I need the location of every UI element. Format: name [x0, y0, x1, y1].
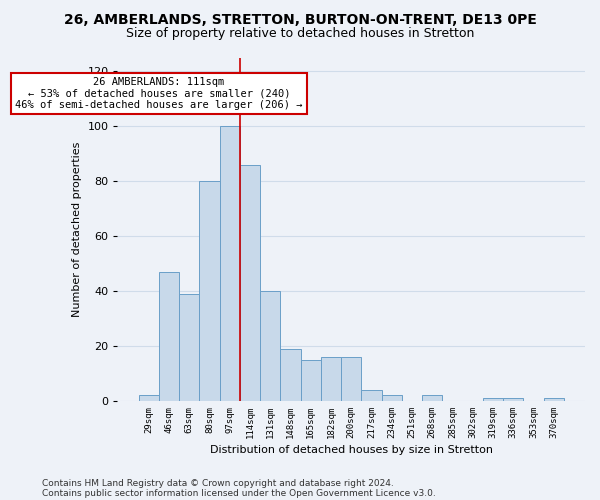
Bar [301, 360, 321, 401]
Bar [260, 291, 280, 401]
Text: 26, AMBERLANDS, STRETTON, BURTON-ON-TRENT, DE13 0PE: 26, AMBERLANDS, STRETTON, BURTON-ON-TREN… [64, 12, 536, 26]
Bar [179, 294, 199, 401]
Bar [544, 398, 564, 401]
Bar [159, 272, 179, 401]
Bar [341, 357, 361, 401]
Bar [280, 348, 301, 401]
Bar [199, 181, 220, 401]
X-axis label: Distribution of detached houses by size in Stretton: Distribution of detached houses by size … [210, 445, 493, 455]
Bar [503, 398, 523, 401]
Bar [139, 396, 159, 401]
Bar [361, 390, 382, 401]
Bar [422, 396, 442, 401]
Bar [483, 398, 503, 401]
Y-axis label: Number of detached properties: Number of detached properties [72, 142, 82, 317]
Text: Contains public sector information licensed under the Open Government Licence v3: Contains public sector information licen… [42, 488, 436, 498]
Text: 26 AMBERLANDS: 111sqm
← 53% of detached houses are smaller (240)
46% of semi-det: 26 AMBERLANDS: 111sqm ← 53% of detached … [15, 76, 303, 110]
Text: Contains HM Land Registry data © Crown copyright and database right 2024.: Contains HM Land Registry data © Crown c… [42, 478, 394, 488]
Bar [382, 396, 402, 401]
Bar [240, 164, 260, 401]
Bar [220, 126, 240, 401]
Bar [321, 357, 341, 401]
Text: Size of property relative to detached houses in Stretton: Size of property relative to detached ho… [126, 28, 474, 40]
